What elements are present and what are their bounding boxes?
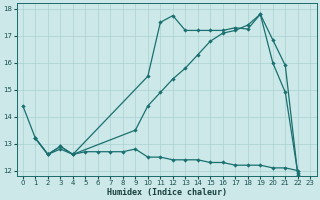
X-axis label: Humidex (Indice chaleur): Humidex (Indice chaleur) [107,188,227,197]
